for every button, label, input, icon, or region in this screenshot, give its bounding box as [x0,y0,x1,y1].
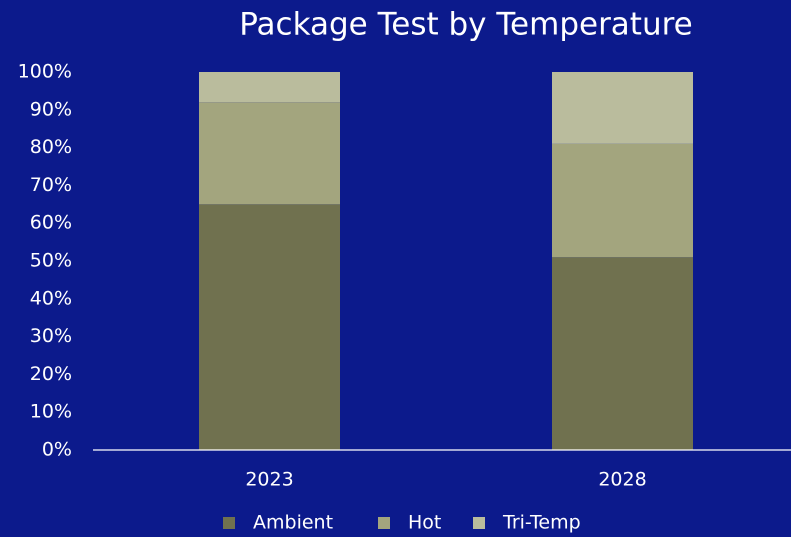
bar-segment [552,143,693,258]
y-tick-label: 80% [30,136,72,158]
bar-segment [199,102,340,205]
bar-segment [552,257,693,450]
y-tick-label: 60% [30,212,72,234]
legend-swatch [473,517,485,529]
y-tick-label: 90% [30,98,72,120]
legend-label: Ambient [253,512,333,534]
legend-swatch [223,517,235,529]
legend-label: Hot [408,512,441,534]
y-tick-label: 10% [30,401,72,423]
x-tick-label: 2028 [598,469,646,491]
y-tick-label: 50% [30,250,72,272]
chart-title: Package Test by Temperature [239,7,693,43]
bar-segment [199,204,340,450]
y-tick-label: 20% [30,363,72,385]
bar-segment [552,72,693,144]
y-tick-label: 0% [42,439,72,461]
y-tick-label: 40% [30,287,72,309]
x-tick-label: 2023 [245,469,293,491]
y-tick-label: 70% [30,174,72,196]
legend-swatch [378,517,390,529]
legend-label: Tri-Temp [502,512,581,534]
bar-segment [199,72,340,103]
y-tick-label: 100% [18,61,72,83]
y-tick-label: 30% [30,325,72,347]
